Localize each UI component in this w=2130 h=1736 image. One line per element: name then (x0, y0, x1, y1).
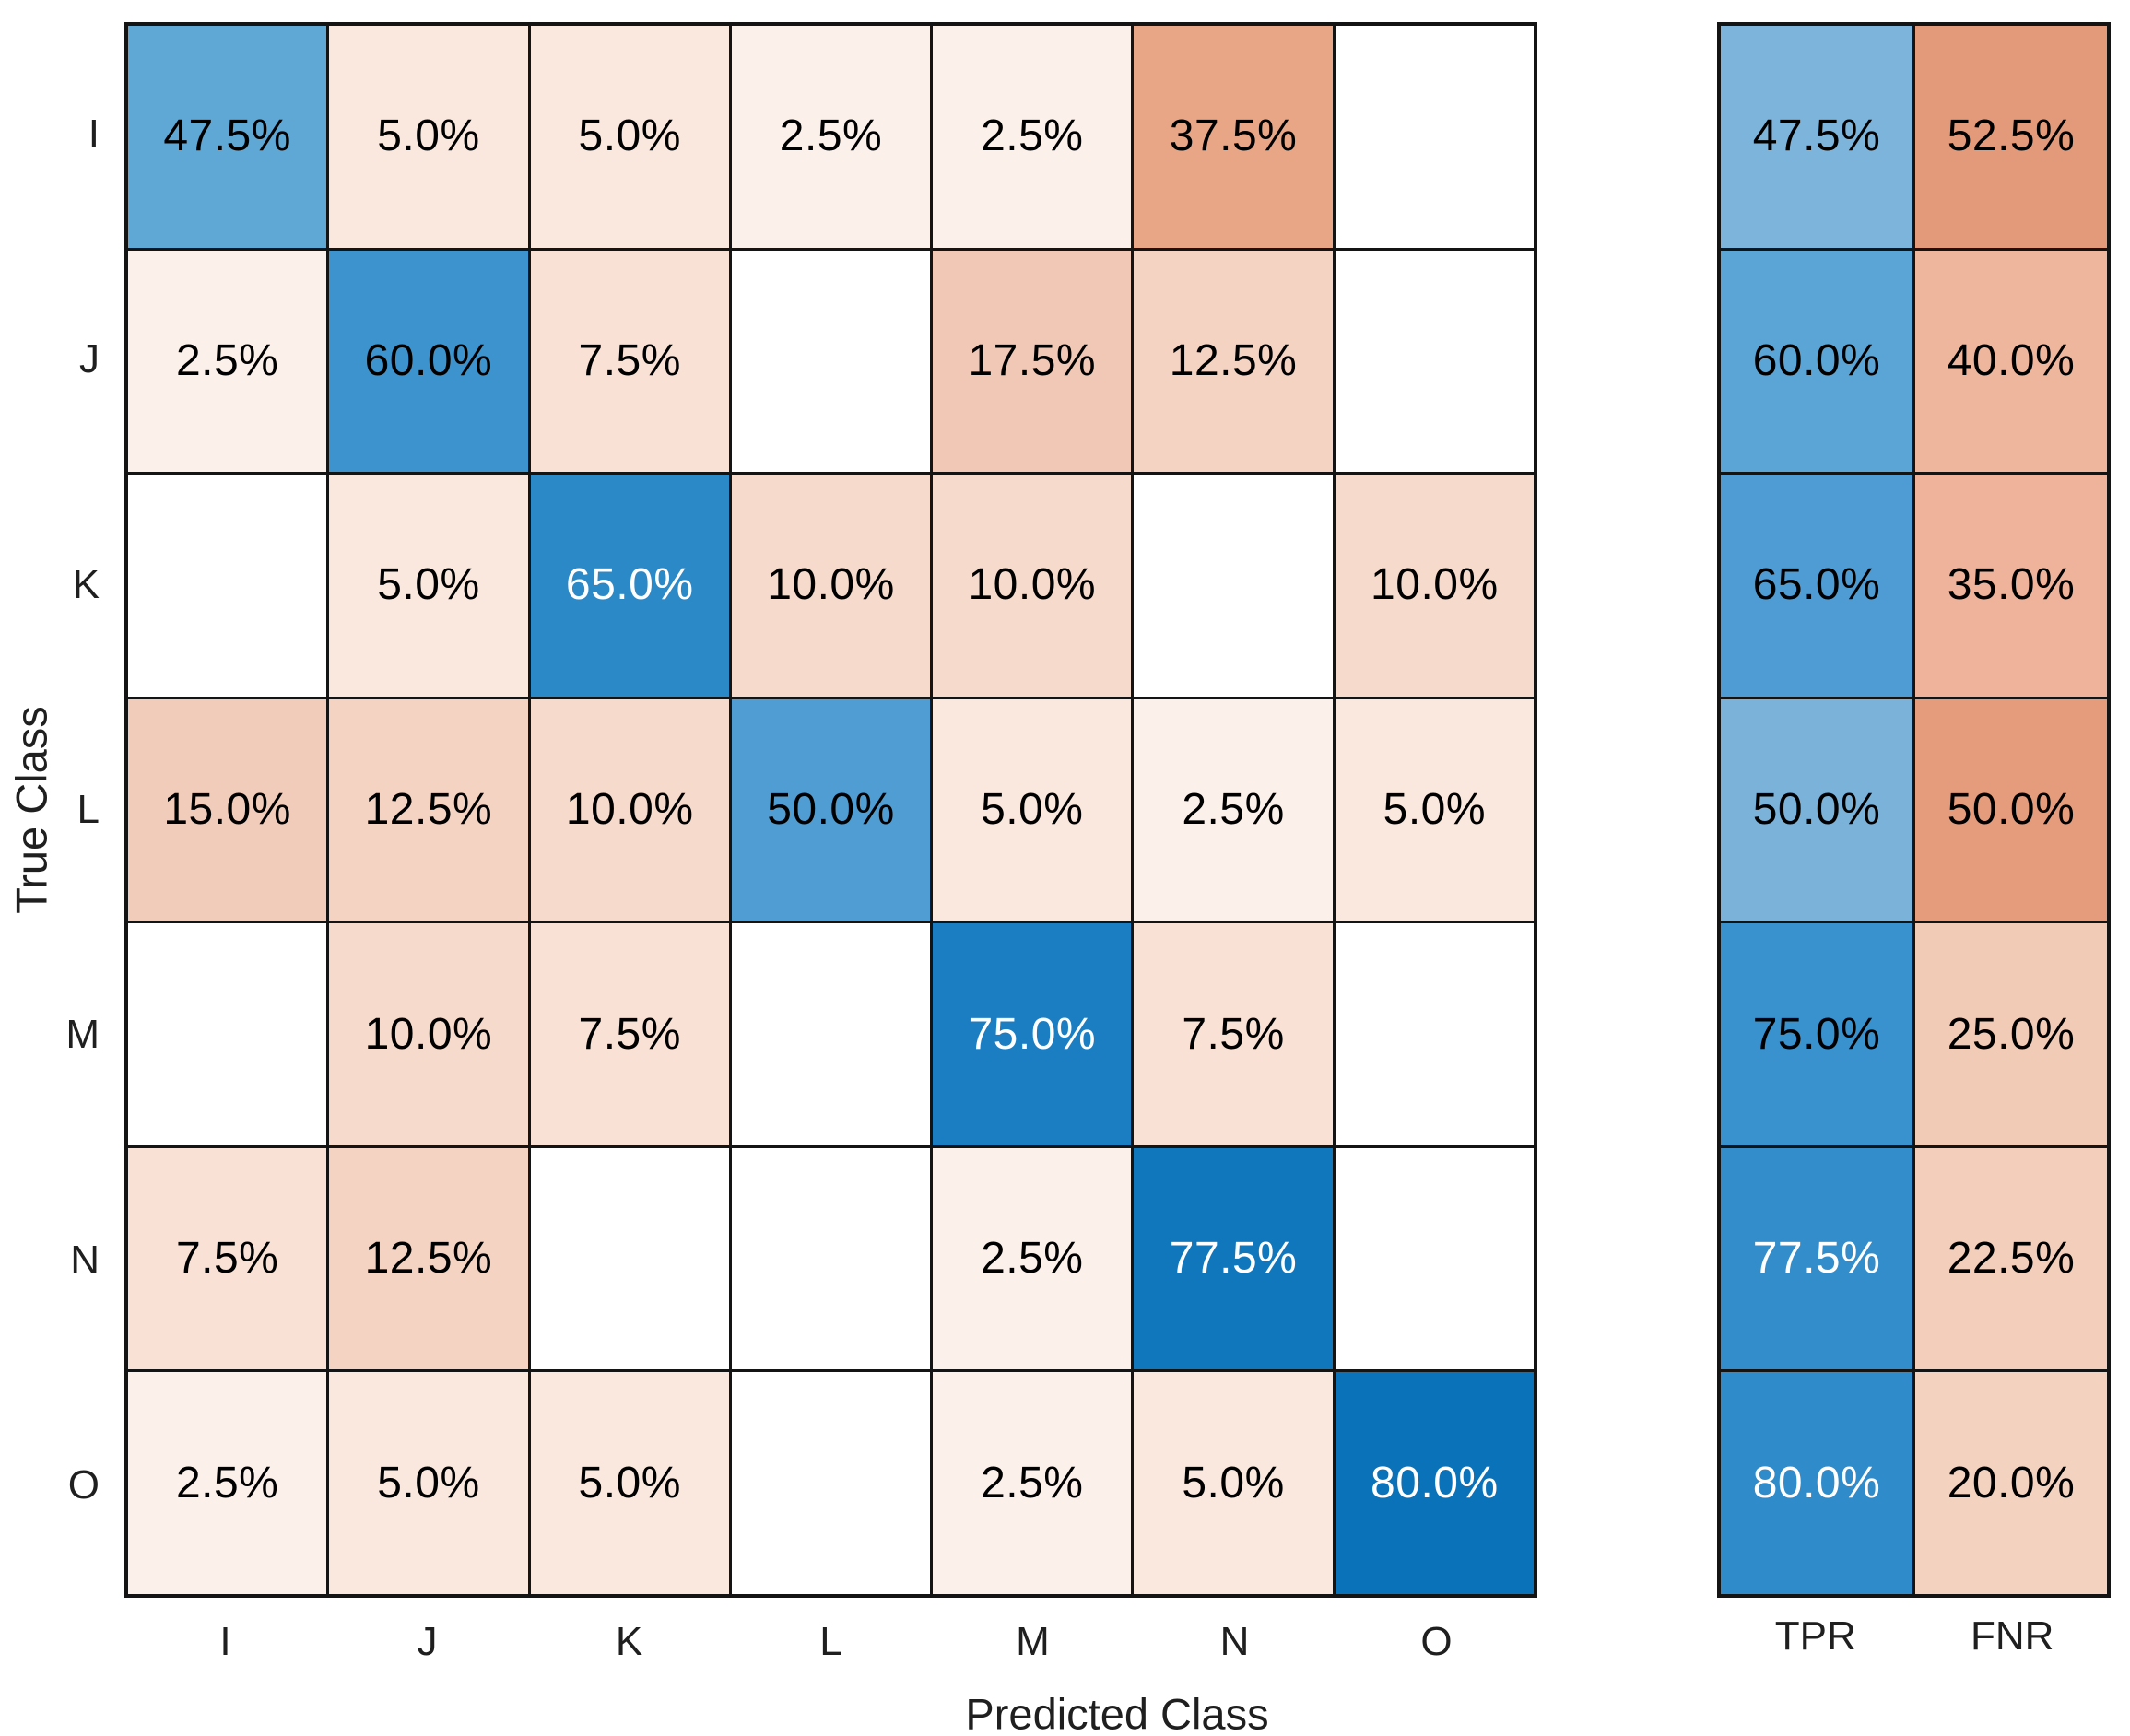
matrix-cell-J-J: 60.0% (329, 250, 528, 473)
summary-cell-tpr-L: 50.0% (1721, 698, 1912, 921)
matrix-cell-I-L: 2.5% (731, 26, 931, 248)
matrix-cell-N-J: 12.5% (329, 1147, 528, 1370)
summary-cell-fnr-J: 40.0% (1915, 250, 2107, 473)
matrix-cell-K-J: 5.0% (329, 475, 528, 697)
matrix-cell-M-M: 75.0% (933, 923, 1132, 1145)
matrix-cell-J-N: 12.5% (1134, 250, 1333, 473)
summary-cell-fnr-I: 52.5% (1915, 26, 2107, 248)
matrix-cell-O-O: 80.0% (1335, 1372, 1534, 1594)
summary-cell-tpr-J: 60.0% (1721, 250, 1912, 473)
matrix-cell-O-L (731, 1372, 931, 1594)
matrix-cell-O-K: 5.0% (530, 1372, 729, 1594)
x-tick-label-M: M (1016, 1619, 1050, 1664)
x-tick-label-K: K (615, 1619, 643, 1664)
matrix-cell-M-J: 10.0% (329, 923, 528, 1145)
y-tick-label-J: J (79, 336, 100, 382)
summary-cell-tpr-N: 77.5% (1721, 1147, 1912, 1370)
matrix-cell-M-N: 7.5% (1134, 923, 1333, 1145)
matrix-cell-K-L: 10.0% (731, 475, 931, 697)
matrix-cell-I-N: 37.5% (1134, 26, 1333, 248)
x-axis-label: Predicted Class (965, 1689, 1269, 1736)
matrix-cell-I-M: 2.5% (933, 26, 1132, 248)
y-axis-label: True Class (6, 706, 56, 914)
matrix-cell-L-L: 50.0% (731, 698, 931, 921)
x-tick-label-O: O (1420, 1619, 1453, 1664)
matrix-cell-N-N: 77.5% (1134, 1147, 1333, 1370)
matrix-cell-I-O (1335, 26, 1534, 248)
matrix-cell-K-N (1134, 475, 1333, 697)
summary-cell-tpr-I: 47.5% (1721, 26, 1912, 248)
y-tick-label-O: O (67, 1461, 100, 1507)
x-tick-label-N: N (1219, 1619, 1250, 1664)
matrix-cell-N-O (1335, 1147, 1534, 1370)
x-tick-label-L: L (819, 1619, 842, 1664)
matrix-cell-O-J: 5.0% (329, 1372, 528, 1594)
matrix-cell-K-M: 10.0% (933, 475, 1132, 697)
matrix-cell-L-O: 5.0% (1335, 698, 1534, 921)
matrix-cell-J-L (731, 250, 931, 473)
summary-cell-tpr-M: 75.0% (1721, 923, 1912, 1145)
matrix-cell-J-I: 2.5% (128, 250, 327, 473)
row-summary-grid: 47.5% 52.5% 60.0% 40.0% 65.0% 35.0% 50.0% 50.0%… (1717, 22, 2111, 1598)
matrix-cell-J-K: 7.5% (530, 250, 729, 473)
summary-tick-label-fnr: FNR (1971, 1613, 2054, 1659)
y-tick-label-L: L (76, 787, 100, 832)
summary-cell-fnr-N: 22.5% (1915, 1147, 2107, 1370)
matrix-cell-N-I: 7.5% (128, 1147, 327, 1370)
matrix-cell-L-J: 12.5% (329, 698, 528, 921)
matrix-cell-O-N: 5.0% (1134, 1372, 1333, 1594)
matrix-cell-M-K: 7.5% (530, 923, 729, 1145)
matrix-cell-I-K: 5.0% (530, 26, 729, 248)
matrix-cell-L-I: 15.0% (128, 698, 327, 921)
matrix-cell-L-K: 10.0% (530, 698, 729, 921)
matrix-cell-I-J: 5.0% (329, 26, 528, 248)
y-tick-label-K: K (72, 561, 100, 607)
summary-cell-tpr-O: 80.0% (1721, 1372, 1912, 1594)
matrix-cell-I-I: 47.5% (128, 26, 327, 248)
summary-cell-fnr-O: 20.0% (1915, 1372, 2107, 1594)
y-tick-label-M: M (65, 1012, 100, 1058)
matrix-cell-O-M: 2.5% (933, 1372, 1132, 1594)
x-tick-label-I: I (219, 1619, 231, 1664)
matrix-cell-N-K (530, 1147, 729, 1370)
confusion-matrix-grid: 47.5% 5.0% 5.0% 2.5% 2.5% 37.5% 2.5% 60.0% 7.5% 1… (124, 22, 1537, 1598)
matrix-cell-K-O: 10.0% (1335, 475, 1534, 697)
matrix-cell-N-L (731, 1147, 931, 1370)
matrix-cell-O-I: 2.5% (128, 1372, 327, 1594)
x-tick-label-J: J (417, 1619, 438, 1664)
summary-cell-fnr-K: 35.0% (1915, 475, 2107, 697)
matrix-cell-L-N: 2.5% (1134, 698, 1333, 921)
summary-tick-label-tpr: TPR (1774, 1613, 1856, 1659)
summary-cell-fnr-L: 50.0% (1915, 698, 2107, 921)
matrix-cell-M-I (128, 923, 327, 1145)
y-tick-label-I: I (88, 111, 100, 158)
matrix-cell-J-O (1335, 250, 1534, 473)
matrix-cell-J-M: 17.5% (933, 250, 1132, 473)
matrix-cell-K-K: 65.0% (530, 475, 729, 697)
matrix-cell-M-O (1335, 923, 1534, 1145)
summary-cell-tpr-K: 65.0% (1721, 475, 1912, 697)
matrix-cell-K-I (128, 475, 327, 697)
y-tick-label-N: N (70, 1237, 100, 1283)
summary-cell-fnr-M: 25.0% (1915, 923, 2107, 1145)
matrix-cell-L-M: 5.0% (933, 698, 1132, 921)
matrix-cell-M-L (731, 923, 931, 1145)
matrix-cell-N-M: 2.5% (933, 1147, 1132, 1370)
